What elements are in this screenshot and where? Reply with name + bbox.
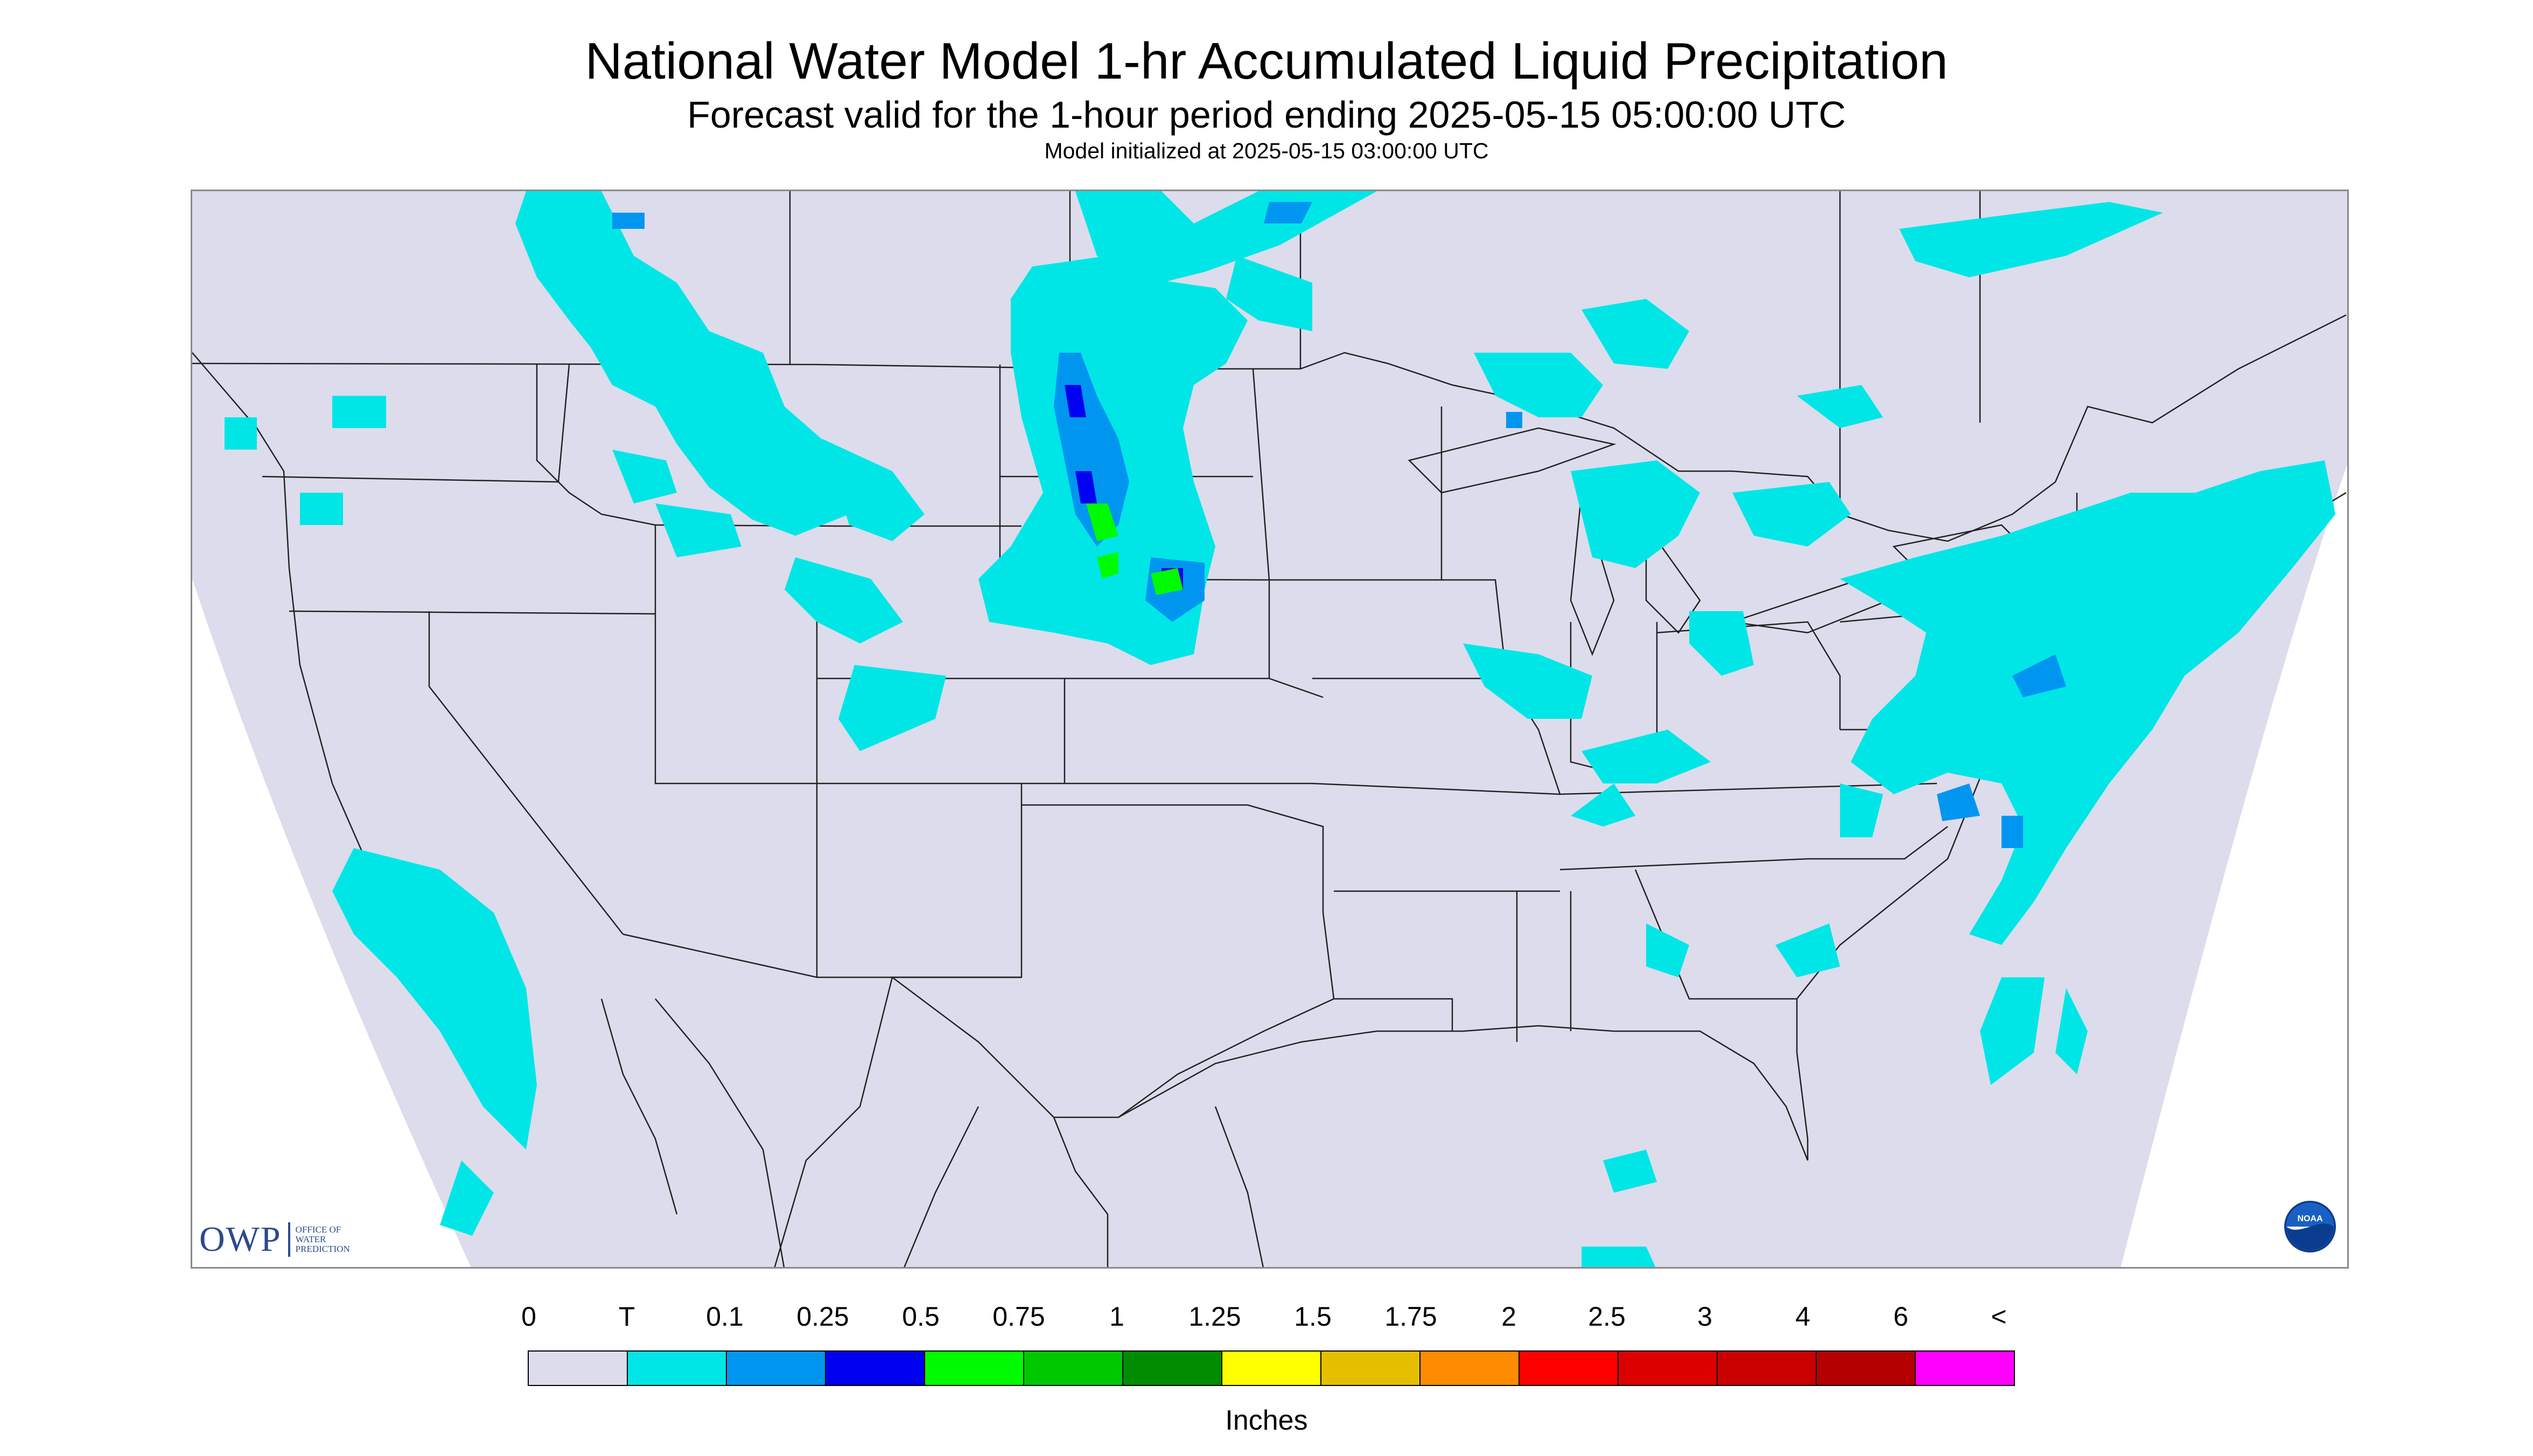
noaa-logo-text: NOAA [2297, 1214, 2323, 1223]
owp-logo-text: OFFICE OF WATER PREDICTION [296, 1225, 350, 1254]
legend-swatch [1419, 1350, 1520, 1386]
legend-swatch [528, 1350, 628, 1386]
map-title: National Water Model 1-hr Accumulated Li… [585, 32, 1948, 90]
legend-swatch [1618, 1350, 1718, 1386]
legend-label: 1 [1109, 1301, 1124, 1332]
legend-label: 0.1 [706, 1301, 744, 1332]
legend-swatch [627, 1350, 727, 1386]
owp-logo: OWP OFFICE OF WATER PREDICTION [199, 1218, 350, 1261]
model-init-text: Model initialized at 2025-05-15 03:00:00… [1044, 138, 1489, 163]
legend-label: 1.5 [1294, 1301, 1332, 1332]
owp-logo-line-1: OFFICE OF [295, 1224, 341, 1235]
legend-swatch [1915, 1350, 2015, 1386]
legend-label: 1.75 [1384, 1301, 1437, 1332]
owp-logo-separator [288, 1222, 290, 1257]
legend-swatch [1717, 1350, 1817, 1386]
map-canvas [192, 191, 2347, 1267]
legend-label: 0.5 [902, 1301, 940, 1332]
owp-logo-line-2: WATER [295, 1234, 326, 1244]
legend-swatch [1023, 1350, 1123, 1386]
legend-swatch [1122, 1350, 1222, 1386]
legend-swatch [825, 1350, 925, 1386]
legend-swatch [726, 1350, 826, 1386]
owp-logo-mark: OWP [199, 1220, 282, 1259]
legend-unit-label: Inches [1225, 1405, 1308, 1436]
legend-label: 3 [1697, 1301, 1712, 1332]
precipitation-map [191, 190, 2349, 1269]
noaa-logo: NOAA [2283, 1200, 2337, 1254]
legend-labels: 0 T 0.1 0.25 0.5 0.75 1 1.25 1.5 1.75 2 … [521, 1301, 2007, 1335]
legend-swatch [1519, 1350, 1619, 1386]
legend-label: < [1991, 1301, 2007, 1332]
legend-swatch [1221, 1350, 1321, 1386]
legend-label: 0.75 [992, 1301, 1045, 1332]
legend-swatch [1816, 1350, 1916, 1386]
legend-label: 6 [1893, 1301, 1908, 1332]
map-subtitle: Forecast valid for the 1-hour period end… [687, 94, 1846, 136]
legend-label: 2.5 [1588, 1301, 1626, 1332]
legend-label: 1.25 [1188, 1301, 1241, 1332]
legend-swatch [924, 1350, 1024, 1386]
legend-label: 0.25 [796, 1301, 849, 1332]
precip-green [1086, 503, 1183, 595]
legend-swatch [1320, 1350, 1421, 1386]
noaa-logo-icon: NOAA [2284, 1201, 2336, 1252]
legend-label: 2 [1501, 1301, 1516, 1332]
legend-label: 4 [1795, 1301, 1810, 1332]
legend-colorbar [528, 1350, 2015, 1386]
owp-logo-line-3: PREDICTION [295, 1244, 350, 1254]
legend-label: T [618, 1301, 635, 1332]
legend-label: 0 [521, 1301, 536, 1332]
